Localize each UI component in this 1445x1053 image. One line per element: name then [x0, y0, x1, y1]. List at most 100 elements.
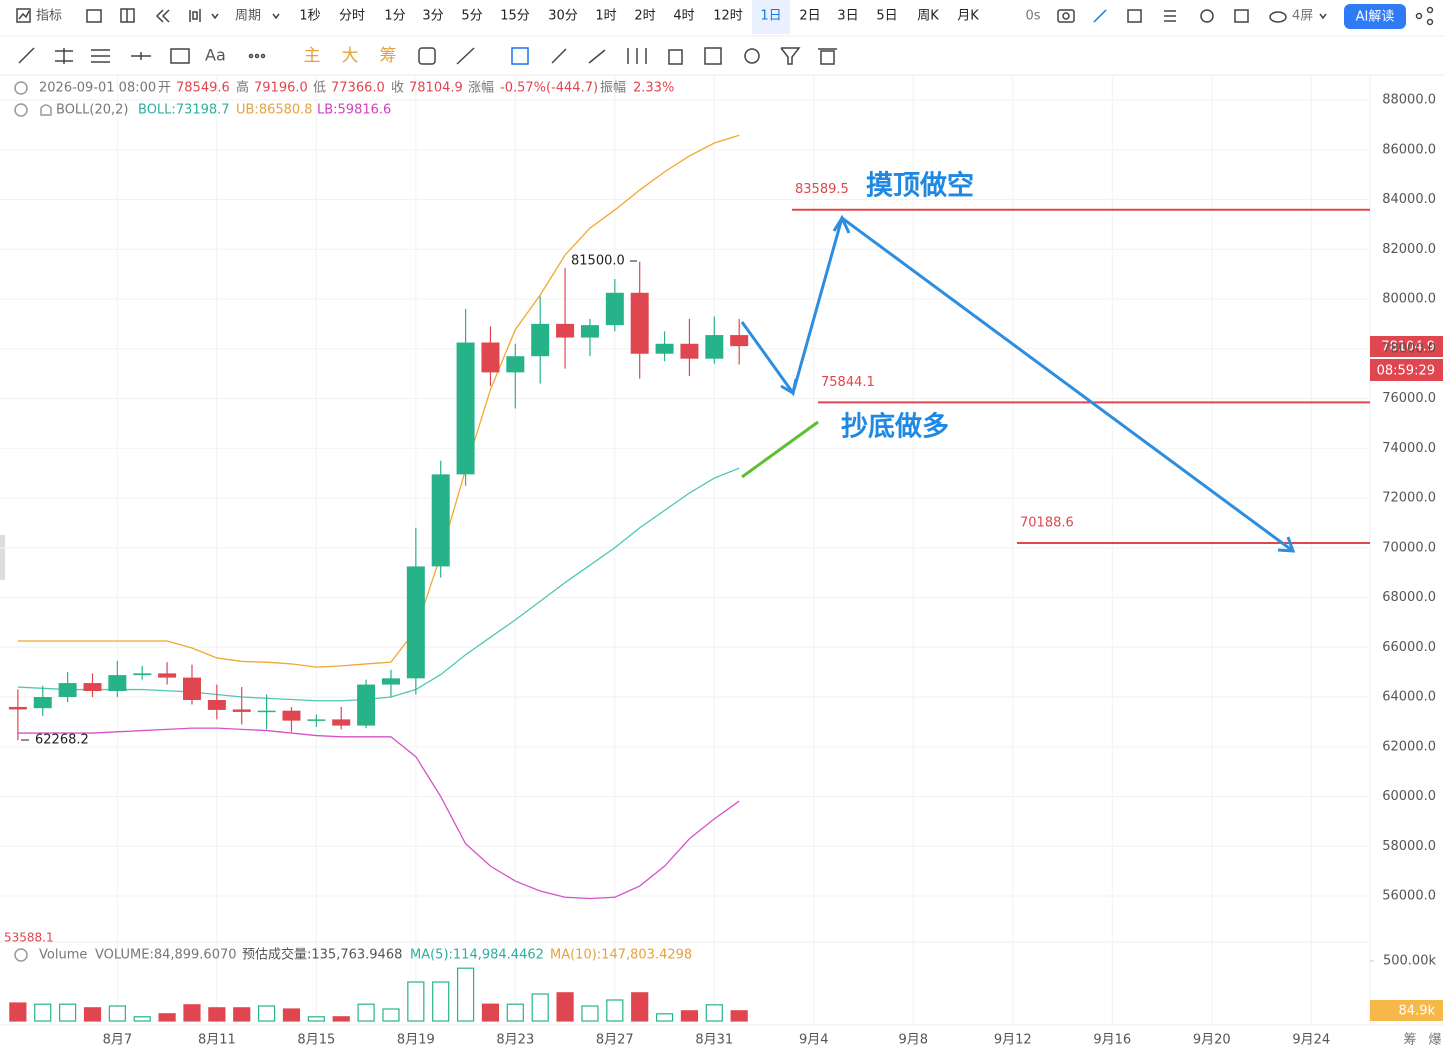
main-tool[interactable]: 主 [304, 46, 321, 66]
x-tick-label: 8月23 [496, 1033, 534, 1048]
interval-button[interactable]: 5日 [876, 9, 897, 24]
current-price: 78104.9 [1381, 340, 1435, 355]
interval-button[interactable]: 15分 [500, 9, 530, 24]
screens[interactable]: 4屏 [1292, 9, 1313, 24]
burst-button[interactable]: 爆 [1428, 1033, 1441, 1048]
chips-tool[interactable]: 筹 [380, 46, 397, 66]
info-value: 78549.6 [176, 81, 230, 96]
info-label: 收 [391, 81, 404, 96]
volume-bar [655, 1013, 674, 1022]
level-label: 70188.6 [1020, 516, 1074, 531]
boll-name: BOLL(20,2) [56, 103, 129, 118]
timer[interactable]: 0s [1025, 9, 1040, 24]
countdown-box [1370, 359, 1443, 381]
candle-body [605, 292, 624, 326]
volume-bar [108, 1005, 126, 1022]
candle-body [506, 356, 525, 373]
short-annotation: 摸顶做空 [866, 170, 974, 202]
toolbar-icons [14, 6, 1434, 962]
candle-body [207, 699, 226, 710]
candle-body [531, 323, 550, 357]
x-tick-label: 8月7 [103, 1033, 133, 1048]
candle-body [182, 677, 201, 700]
volume-bar [407, 981, 425, 1022]
y-tick-label: 68000.0 [1382, 590, 1436, 605]
period-button[interactable]: 周期 [235, 9, 261, 24]
countdown: 08:59:29 [1377, 364, 1435, 379]
interval-button[interactable]: 3分 [422, 9, 443, 24]
volume-bar [183, 1004, 201, 1022]
range-low: 53588.1 [4, 931, 54, 945]
candle-body [630, 292, 649, 354]
boll-mid: BOLL:73198.7 [138, 103, 230, 118]
info-label: 振幅 [600, 81, 626, 96]
interval-button[interactable]: 1分 [384, 9, 405, 24]
y-tick-label: 56000.0 [1382, 889, 1436, 904]
volume-bar [282, 1008, 301, 1022]
volume-bar [133, 1016, 151, 1022]
indicator-button[interactable]: 指标 [36, 9, 62, 24]
x-tick-label: 8月11 [198, 1033, 236, 1048]
x-tick-label: 9月24 [1292, 1033, 1330, 1048]
grid [0, 76, 1374, 1025]
y-tick-label: 82000.0 [1382, 242, 1436, 257]
side-tab[interactable] [0, 535, 5, 580]
candle-body [307, 719, 326, 721]
volume-bar [158, 1013, 176, 1022]
interval-button[interactable]: 2时 [634, 9, 655, 24]
interval-button[interactable]: 周K [917, 9, 939, 24]
info-value: 78104.9 [409, 81, 463, 96]
interval-button[interactable]: 4时 [673, 9, 694, 24]
forecast-arrow [740, 214, 1296, 553]
candle-body [431, 474, 450, 567]
x-tick-label: 8月31 [695, 1033, 733, 1048]
x-tick-label: 9月20 [1193, 1033, 1231, 1048]
price-box [1370, 336, 1443, 357]
chips-button[interactable]: 筹 [1403, 1032, 1416, 1048]
info-label: 开 [158, 81, 171, 96]
interval-button[interactable]: 1日 [760, 9, 781, 24]
volume-bar [9, 1002, 27, 1022]
candle-body [282, 710, 301, 721]
info-value: 79196.0 [254, 81, 308, 96]
text-tool[interactable]: Aa [205, 46, 226, 65]
candle-body [580, 325, 599, 338]
interval-button[interactable]: 5分 [461, 9, 482, 24]
volume-bar [680, 1010, 699, 1022]
interval-button[interactable]: 3日 [837, 9, 858, 24]
interval-button[interactable]: 12时 [713, 9, 743, 24]
volume-bar [531, 993, 549, 1022]
volume-bar [34, 1003, 52, 1022]
interval-button[interactable]: 30分 [548, 9, 578, 24]
x-tick-label: 8月19 [397, 1033, 435, 1048]
ai-button[interactable]: AI解读 [1356, 10, 1395, 25]
volume-bar [631, 992, 649, 1022]
candle-body [655, 343, 674, 354]
big-tool[interactable]: 大 [342, 46, 359, 66]
candle-body [133, 673, 152, 676]
boll-line [17, 134, 740, 668]
volume-bar [382, 1008, 400, 1022]
interval-button[interactable]: 分时 [339, 9, 365, 24]
volume-bar [83, 1007, 102, 1022]
boll-ub: UB:86580.8 [236, 103, 313, 118]
volume-bar [233, 1007, 251, 1022]
interval-button[interactable]: 2日 [799, 9, 820, 24]
volume-bar [556, 992, 574, 1022]
ai-button-bg[interactable] [1344, 4, 1406, 29]
candle-body [481, 342, 500, 373]
y-tick-label: 78000.0 [1382, 341, 1436, 356]
volume-bar [481, 1003, 500, 1022]
candle-body [232, 709, 251, 712]
level-label: 83589.5 [795, 182, 849, 197]
candle-body [357, 684, 376, 726]
plot: 83589.5 75844.1 70188.6 [8, 134, 1370, 1022]
candle-body [108, 675, 127, 692]
volume-bar [258, 1005, 276, 1022]
support-line [741, 420, 819, 479]
interval-button[interactable]: 月K [957, 9, 979, 24]
interval-button[interactable]: 1时 [595, 9, 616, 24]
interval-button[interactable]: 1秒 [299, 9, 320, 24]
selected-interval-bg [752, 0, 790, 34]
